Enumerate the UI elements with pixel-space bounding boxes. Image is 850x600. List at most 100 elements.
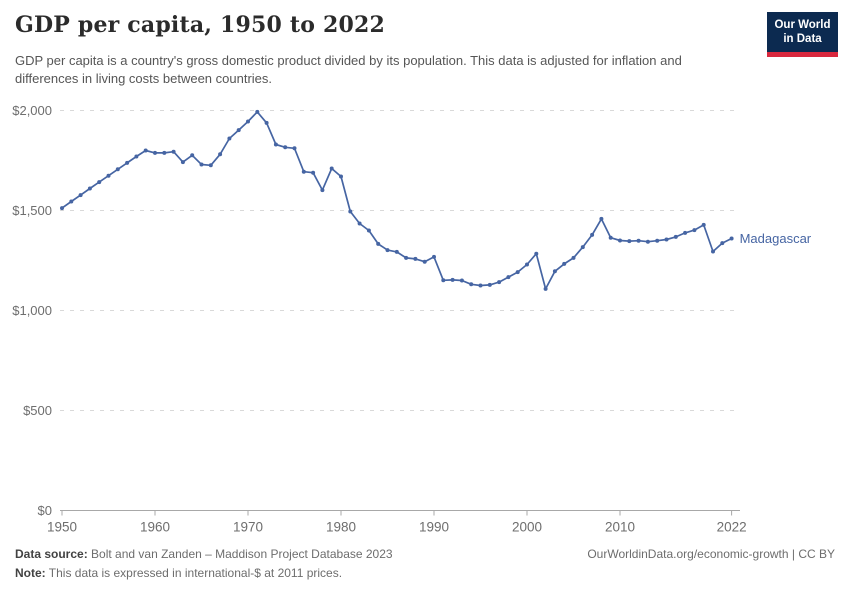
data-point-marker[interactable] [97,180,102,185]
owid-logo-line2: in Data [783,33,822,46]
data-point-marker[interactable] [394,249,399,254]
data-point-marker[interactable] [199,162,204,167]
data-point-marker[interactable] [301,169,306,174]
data-point-marker[interactable] [190,153,195,158]
data-point-marker[interactable] [134,154,139,159]
data-point-marker[interactable] [366,228,371,233]
y-axis-tick-label: $1,500 [12,203,52,218]
data-point-marker[interactable] [162,150,167,155]
data-point-marker[interactable] [459,278,464,283]
data-point-marker[interactable] [413,256,418,261]
data-point-marker[interactable] [348,209,353,214]
data-point-marker[interactable] [106,173,111,178]
owid-logo[interactable]: Our World in Data [767,12,838,57]
gdp-series-line[interactable] [61,111,733,290]
data-point-marker[interactable] [171,149,176,154]
data-point-marker[interactable] [87,186,92,191]
data-point-marker[interactable] [692,228,697,233]
data-point-marker[interactable] [320,188,325,193]
data-point-marker[interactable] [552,269,557,274]
data-point-marker[interactable] [720,241,725,246]
data-point-marker[interactable] [273,142,278,147]
data-point-marker[interactable] [246,119,250,124]
page-title: GDP per capita, 1950 to 2022 [15,12,386,38]
data-source-text: Data source: Bolt and van Zanden – Maddi… [15,547,393,561]
data-point-marker[interactable] [599,216,604,221]
data-point-marker[interactable] [701,222,706,227]
data-point-marker[interactable] [664,237,669,242]
data-point-marker[interactable] [255,109,260,114]
data-point-marker[interactable] [478,283,483,288]
data-point-marker[interactable] [469,282,474,287]
data-point-marker[interactable] [450,277,455,282]
data-point-marker[interactable] [627,239,632,244]
data-point-marker[interactable] [655,238,660,243]
data-point-marker[interactable] [78,193,83,198]
data-point-marker[interactable] [264,120,269,125]
x-axis-tick-label: 2000 [512,520,542,535]
series-entity-label[interactable]: Madagascar [740,231,812,246]
data-point-marker[interactable] [60,206,64,211]
data-point-marker[interactable] [618,238,622,243]
data-point-marker[interactable] [608,235,613,240]
data-point-marker[interactable] [543,286,548,291]
data-point-marker[interactable] [636,238,641,243]
data-point-marker[interactable] [376,241,381,246]
chart-subtitle: GDP per capita is a country's gross dome… [15,53,682,87]
data-point-marker[interactable] [441,278,446,283]
data-point-marker[interactable] [329,166,334,171]
x-axis-tick-label: 1990 [419,520,449,535]
owid-url-license: OurWorldinData.org/economic-growth | CC … [587,547,835,561]
data-point-marker[interactable] [115,167,120,172]
data-point-marker[interactable] [385,248,390,253]
data-point-marker[interactable] [69,199,74,204]
data-point-marker[interactable] [180,160,185,165]
footer-note-row: Note: This data is expressed in internat… [15,566,835,580]
data-point-marker[interactable] [227,136,232,141]
data-point-marker[interactable] [683,230,688,235]
y-axis-tick-label: $0 [38,503,52,518]
data-point-marker[interactable] [125,160,130,165]
x-axis-tick-label: 1970 [233,520,263,535]
data-point-marker[interactable] [497,280,502,285]
data-point-marker[interactable] [645,239,650,244]
data-point-marker[interactable] [562,261,567,266]
x-axis-tick-label: 2010 [605,520,635,535]
x-axis-tick-label: 1960 [140,520,170,535]
data-point-marker[interactable] [571,255,576,260]
data-point-marker[interactable] [432,254,436,259]
data-point-marker[interactable] [487,282,492,287]
x-axis-tick-label: 1980 [326,520,356,535]
data-point-marker[interactable] [208,163,213,168]
y-axis-tick-label: $2,000 [12,103,52,118]
data-point-marker[interactable] [218,152,223,157]
x-axis-tick-label: 1950 [47,520,77,535]
data-point-marker[interactable] [357,221,362,226]
y-axis-tick-label: $1,000 [12,303,52,318]
y-axis-tick-label: $500 [23,403,52,418]
data-point-marker[interactable] [311,170,316,175]
data-point-marker[interactable] [590,232,595,237]
data-point-marker[interactable] [711,249,715,254]
data-point-marker[interactable] [673,234,678,239]
footer-source-row: Data source: Bolt and van Zanden – Maddi… [15,547,835,561]
data-point-marker[interactable] [506,275,511,280]
note-value: This data is expressed in international-… [45,566,343,580]
data-point-marker[interactable] [404,255,409,260]
data-point-marker[interactable] [236,128,241,133]
line-chart-canvas[interactable]: $0 $500 $1,000 $1,500 $2,000 1950 1960 1970 1980… [0,0,850,545]
data-point-marker[interactable] [143,148,148,153]
data-point-marker[interactable] [292,146,297,151]
data-point-marker[interactable] [729,236,734,241]
data-point-marker[interactable] [580,245,585,250]
data-point-marker[interactable] [525,262,529,267]
data-point-marker[interactable] [534,251,539,256]
data-point-marker[interactable] [339,174,343,179]
x-axis-tick-label: 2022 [717,520,747,535]
data-point-marker[interactable] [515,270,520,275]
data-point-marker[interactable] [153,150,157,155]
note-label: Note: [15,566,46,580]
data-point-marker[interactable] [283,145,288,150]
data-point-marker[interactable] [422,259,427,264]
